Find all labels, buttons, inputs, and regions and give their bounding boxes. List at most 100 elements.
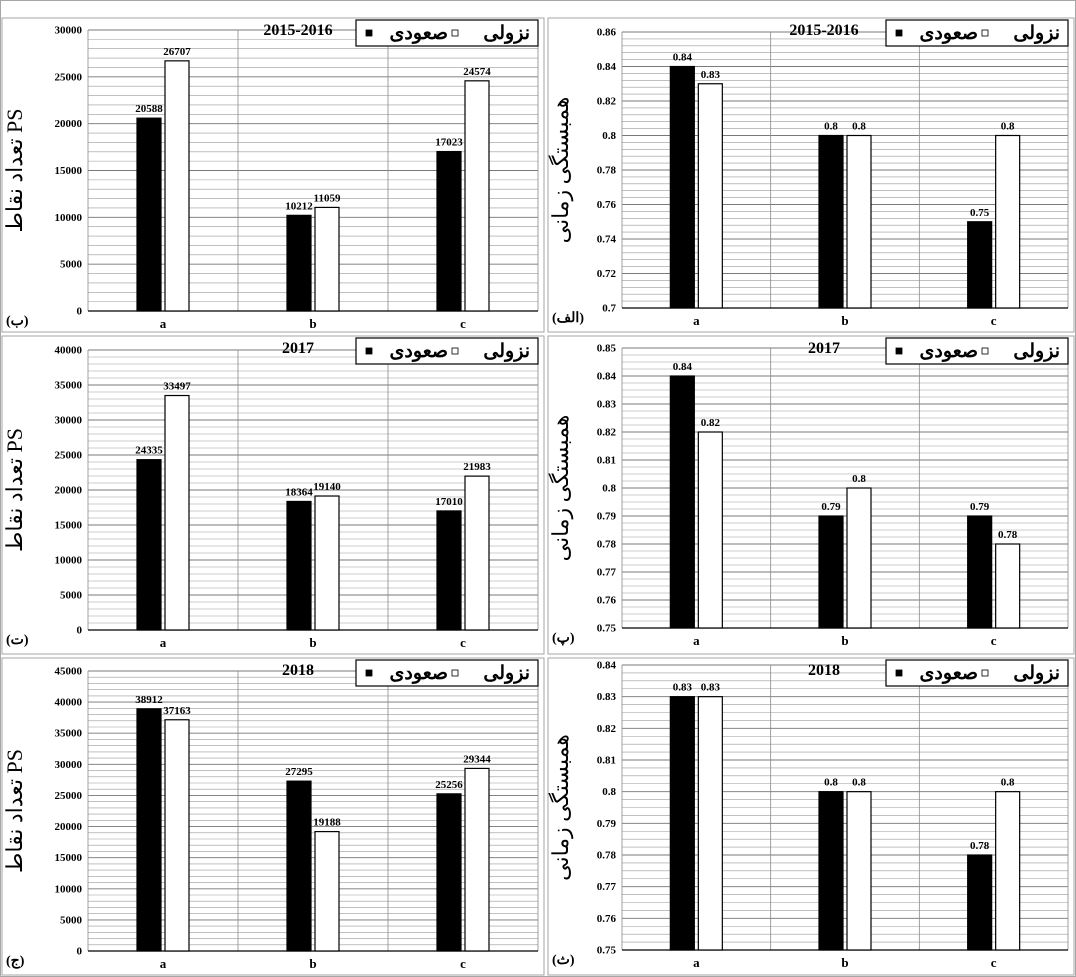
data-label: 0.83 — [673, 682, 693, 694]
y-axis-title: همبستگی زمانی — [548, 97, 574, 244]
legend-swatch-asc — [981, 669, 989, 677]
legend-box — [885, 19, 1069, 47]
y-tick-label: 0.7 — [602, 303, 616, 315]
data-label: 0.79 — [821, 501, 841, 513]
x-tick-label: c — [460, 316, 466, 331]
y-tick-label: 0.77 — [597, 567, 617, 579]
x-tick-label: a — [160, 316, 167, 331]
legend: نزولی صعودی — [885, 337, 1069, 365]
data-label: 24335 — [135, 445, 163, 457]
data-label: 0.78 — [998, 529, 1018, 541]
legend-swatch-desc — [895, 669, 903, 677]
legend-label-asc: صعودی — [920, 341, 978, 362]
data-label: 0.8 — [852, 777, 866, 789]
y-axis-title: همبستگی زمانی — [548, 415, 574, 562]
bar-asc — [164, 60, 190, 312]
data-label: 37163 — [163, 705, 191, 717]
data-label: 0.8 — [1001, 777, 1015, 789]
data-label: 25256 — [435, 779, 463, 791]
bar-asc — [697, 83, 723, 309]
bar-desc — [818, 134, 844, 309]
y-tick-label: 0.79 — [597, 511, 617, 523]
y-tick-label: 0.75 — [597, 623, 617, 635]
bar-asc — [464, 475, 490, 631]
bar-desc — [136, 708, 162, 952]
bar-desc — [967, 221, 993, 309]
y-tick-label: 0 — [77, 625, 83, 637]
data-label: 0.8 — [852, 473, 866, 485]
legend-label-asc: صعودی — [920, 663, 978, 684]
y-tick-label: 5000 — [60, 259, 83, 271]
y-axis-title: تعداد نقاط PS — [2, 109, 27, 233]
panel-letter: (ث) — [552, 953, 575, 968]
y-tick-label: 0.72 — [597, 268, 617, 280]
panel-letter: (ت) — [6, 633, 29, 648]
data-label: 0.79 — [970, 501, 990, 513]
data-label: 19140 — [313, 481, 341, 493]
data-label: 0.83 — [701, 69, 721, 81]
bar-asc — [697, 696, 723, 951]
y-tick-label: 20000 — [55, 821, 83, 833]
x-tick-label: a — [693, 313, 700, 328]
y-tick-label: 20000 — [55, 118, 83, 130]
bar-desc — [436, 793, 462, 952]
data-label: 0.8 — [852, 121, 866, 133]
legend-swatch-asc — [981, 347, 989, 355]
y-tick-label: 0.84 — [597, 371, 617, 383]
legend-label-desc: نزولی — [1013, 23, 1060, 44]
x-tick-label: a — [693, 633, 700, 648]
bar-desc — [286, 500, 312, 631]
y-tick-label: 15000 — [55, 520, 83, 532]
bar-asc — [846, 487, 872, 629]
y-tick-label: 0.77 — [597, 881, 617, 893]
y-tick-label: 35000 — [55, 728, 83, 740]
data-label: 0.8 — [1001, 121, 1015, 133]
legend: نزولی صعودی — [355, 337, 539, 365]
bar-desc — [286, 214, 312, 312]
y-tick-label: 15000 — [55, 165, 83, 177]
y-tick-label: 30000 — [55, 415, 83, 427]
panel-letter: (پ) — [552, 631, 575, 646]
data-label: 17010 — [435, 496, 463, 508]
y-tick-label: 0.75 — [597, 945, 617, 957]
y-axis-title: تعداد نقاط PS — [2, 428, 27, 552]
data-label: 33497 — [163, 381, 191, 393]
y-tick-label: 0.81 — [597, 755, 616, 767]
y-tick-label: 25000 — [55, 71, 83, 83]
x-tick-label: c — [991, 955, 997, 970]
x-tick-label: b — [841, 313, 848, 328]
chart-title: 2017 — [282, 340, 314, 357]
y-tick-label: 0.83 — [597, 399, 617, 411]
legend-swatch-desc — [365, 669, 373, 677]
bar-asc — [464, 767, 490, 952]
y-tick-label: 25000 — [55, 450, 83, 462]
data-label: 24574 — [463, 66, 491, 78]
panel-letter: (الف) — [552, 311, 584, 326]
bar-desc — [669, 375, 695, 629]
y-tick-label: 30000 — [55, 759, 83, 771]
y-tick-label: 0.78 — [597, 539, 617, 551]
chart-title: 2015-2016 — [789, 22, 858, 39]
x-tick-label: a — [160, 635, 167, 650]
y-tick-label: 30000 — [55, 25, 83, 37]
legend-label-desc: نزولی — [483, 23, 530, 44]
bar-desc — [286, 780, 312, 952]
chart-title: 2017 — [808, 340, 840, 357]
y-tick-label: 5000 — [60, 914, 83, 926]
legend-swatch-asc — [451, 347, 459, 355]
data-label: 17023 — [435, 137, 463, 149]
y-tick-label: 0.84 — [597, 660, 617, 672]
y-tick-label: 0.81 — [597, 455, 616, 467]
y-tick-label: 35000 — [55, 380, 83, 392]
legend-swatch-desc — [365, 29, 373, 37]
chart-title: 2018 — [282, 662, 314, 679]
bar-desc — [136, 117, 162, 312]
y-axis-title: تعداد نقاط PS — [2, 749, 27, 873]
legend-box — [355, 19, 539, 47]
legend: نزولی صعودی — [355, 659, 539, 687]
y-tick-label: 0.8 — [602, 483, 616, 495]
bar-desc — [818, 791, 844, 951]
y-tick-label: 25000 — [55, 790, 83, 802]
x-tick-label: a — [160, 956, 167, 971]
bar-desc — [136, 459, 162, 631]
